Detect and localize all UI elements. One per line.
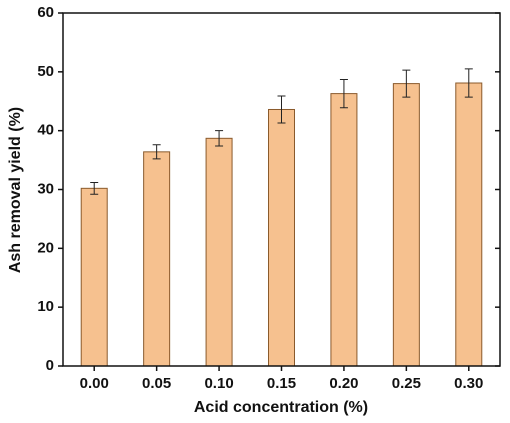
y-tick-label: 40 (37, 122, 54, 139)
error-bar (215, 130, 224, 147)
x-axis-title: Acid concentration (%) (194, 399, 368, 416)
bar (143, 151, 171, 367)
bar (330, 93, 358, 367)
x-tick-label: 0.15 (267, 375, 296, 392)
bar (455, 82, 483, 367)
error-bar (277, 95, 286, 124)
error-bar (339, 78, 348, 109)
bar (268, 108, 295, 367)
x-tick-label: 0.30 (454, 375, 483, 392)
x-tick-label: 0.10 (204, 375, 233, 392)
bar (80, 187, 108, 367)
y-tick-label: 10 (37, 298, 54, 315)
y-axis-title: Ash removal yield (%) (7, 107, 24, 273)
y-tick-label: 60 (37, 4, 54, 21)
plot-frame (62, 12, 501, 367)
y-tick-label: 0 (46, 357, 54, 374)
y-tick-label: 20 (37, 239, 54, 256)
bar (392, 83, 420, 367)
x-tick-label: 0.05 (142, 375, 171, 392)
error-bar (464, 68, 473, 98)
bar (205, 137, 233, 367)
y-tick-label: 50 (37, 63, 54, 80)
x-tick-label: 0.25 (392, 375, 421, 392)
y-tick-label: 30 (37, 180, 54, 197)
x-tick-label: 0.00 (80, 375, 109, 392)
x-tick-label: 0.20 (329, 375, 358, 392)
error-bar (152, 144, 161, 160)
error-bar (402, 69, 411, 98)
error-bar (90, 181, 99, 195)
